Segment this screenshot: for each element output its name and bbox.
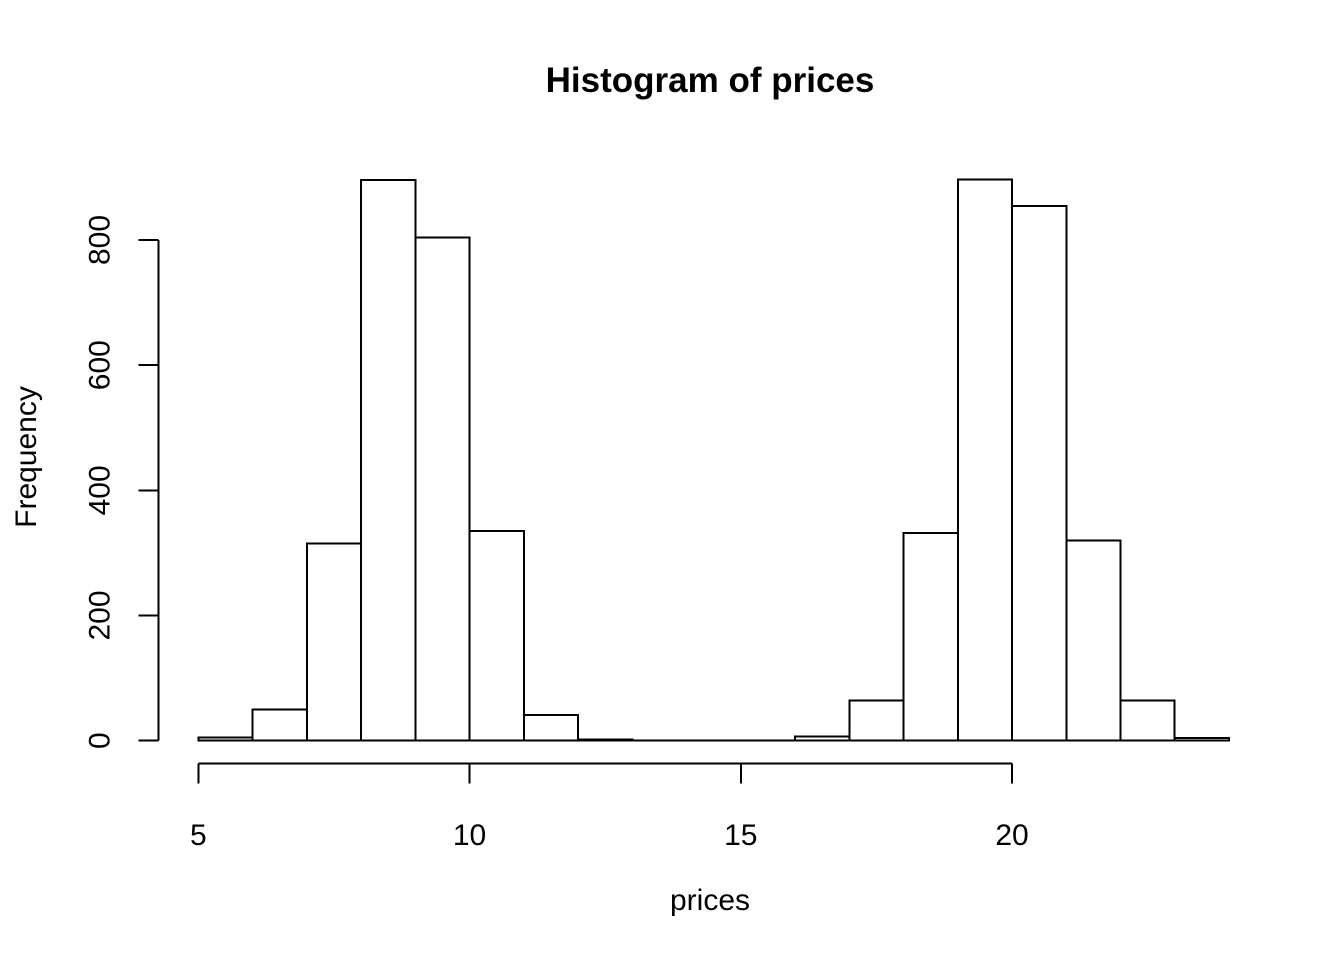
x-tick-label: 5 (190, 819, 207, 852)
histogram-bar (1011, 205, 1068, 742)
y-tick-label: 200 (84, 590, 117, 640)
y-tick-label: 0 (84, 732, 117, 749)
histogram-bar (197, 736, 254, 742)
histogram-bar (1065, 539, 1122, 742)
histogram-bar (956, 178, 1014, 742)
x-tick-label: 20 (995, 819, 1028, 852)
y-axis-label: Frequency (10, 386, 43, 528)
histogram-bar (902, 531, 959, 742)
histogram-bar (360, 178, 417, 742)
histogram-bar (1173, 737, 1230, 742)
histogram-bar (251, 708, 308, 742)
x-tick-label: 10 (453, 819, 486, 852)
chart-title: Histogram of prices (545, 61, 875, 100)
histogram-bar (577, 738, 634, 742)
y-tick-label: 400 (84, 465, 117, 515)
x-tick-label: 15 (724, 819, 757, 852)
y-tick-label: 600 (84, 340, 117, 390)
histogram-bar (468, 530, 525, 742)
histogram-bar (305, 542, 363, 742)
histogram-bar (522, 714, 580, 742)
histogram-bar (1119, 699, 1176, 742)
x-axis-label: prices (669, 884, 751, 917)
histogram-bar (848, 699, 905, 742)
histogram-bar (794, 735, 851, 742)
y-tick-label: 800 (84, 215, 117, 265)
histogram-bar (414, 236, 471, 742)
